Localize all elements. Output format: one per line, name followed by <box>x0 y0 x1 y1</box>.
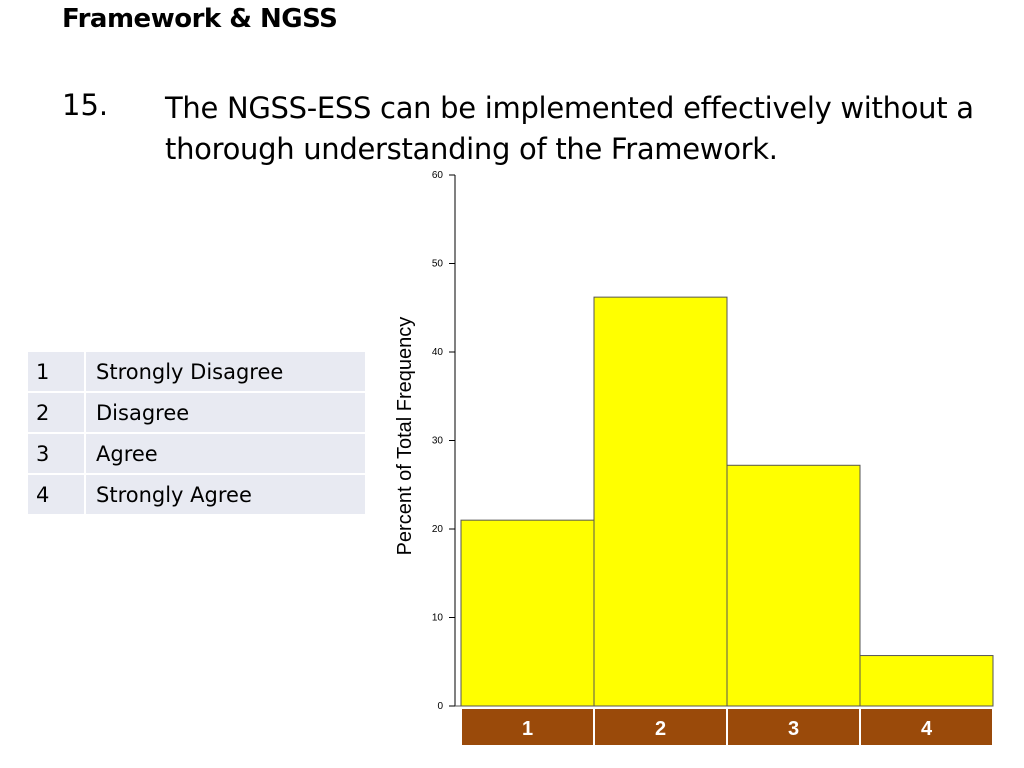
legend-label: Strongly Agree <box>84 473 367 516</box>
legend-code: 4 <box>26 473 86 516</box>
legend-row: 3 Agree <box>26 432 367 475</box>
legend-label: Disagree <box>84 391 367 434</box>
y-tick-label: 0 <box>437 701 443 712</box>
y-axis-label: Percent of Total Frequency <box>394 317 416 556</box>
bar <box>460 519 595 707</box>
bar <box>726 464 861 707</box>
y-tick-label: 40 <box>432 347 444 358</box>
category-box <box>859 707 994 747</box>
bar <box>593 296 728 707</box>
legend-row: 4 Strongly Agree <box>26 473 367 516</box>
legend-code: 1 <box>26 350 86 393</box>
question-number: 15. <box>62 88 109 122</box>
question-text: The NGSS-ESS can be implemented effectiv… <box>165 91 974 166</box>
bar <box>859 655 994 707</box>
category-label: 4 <box>921 718 933 740</box>
legend-code: 2 <box>26 391 86 434</box>
legend-row: 2 Disagree <box>26 391 367 434</box>
response-scale-legend: 1 Strongly Disagree 2 Disagree 3 Agree 4… <box>26 350 367 516</box>
slide-title: Framework & NGSS <box>62 4 338 34</box>
y-tick-label: 60 <box>432 170 444 181</box>
legend-code: 3 <box>26 432 86 475</box>
category-box <box>726 707 861 747</box>
legend-label: Agree <box>84 432 367 475</box>
y-tick-label: 30 <box>432 436 444 447</box>
category-label: 2 <box>655 718 666 740</box>
category-label: 3 <box>788 718 799 740</box>
category-box <box>593 707 728 747</box>
y-tick-label: 50 <box>432 259 444 270</box>
legend-row: 1 Strongly Disagree <box>26 350 367 393</box>
category-label: 1 <box>522 718 533 740</box>
y-tick-label: 10 <box>432 613 444 624</box>
y-tick-label: 20 <box>432 524 444 535</box>
legend-label: Strongly Disagree <box>84 350 367 393</box>
histogram-chart: 0 10 20 30 40 50 60 Percent of Total Frequency 1… <box>394 170 994 747</box>
